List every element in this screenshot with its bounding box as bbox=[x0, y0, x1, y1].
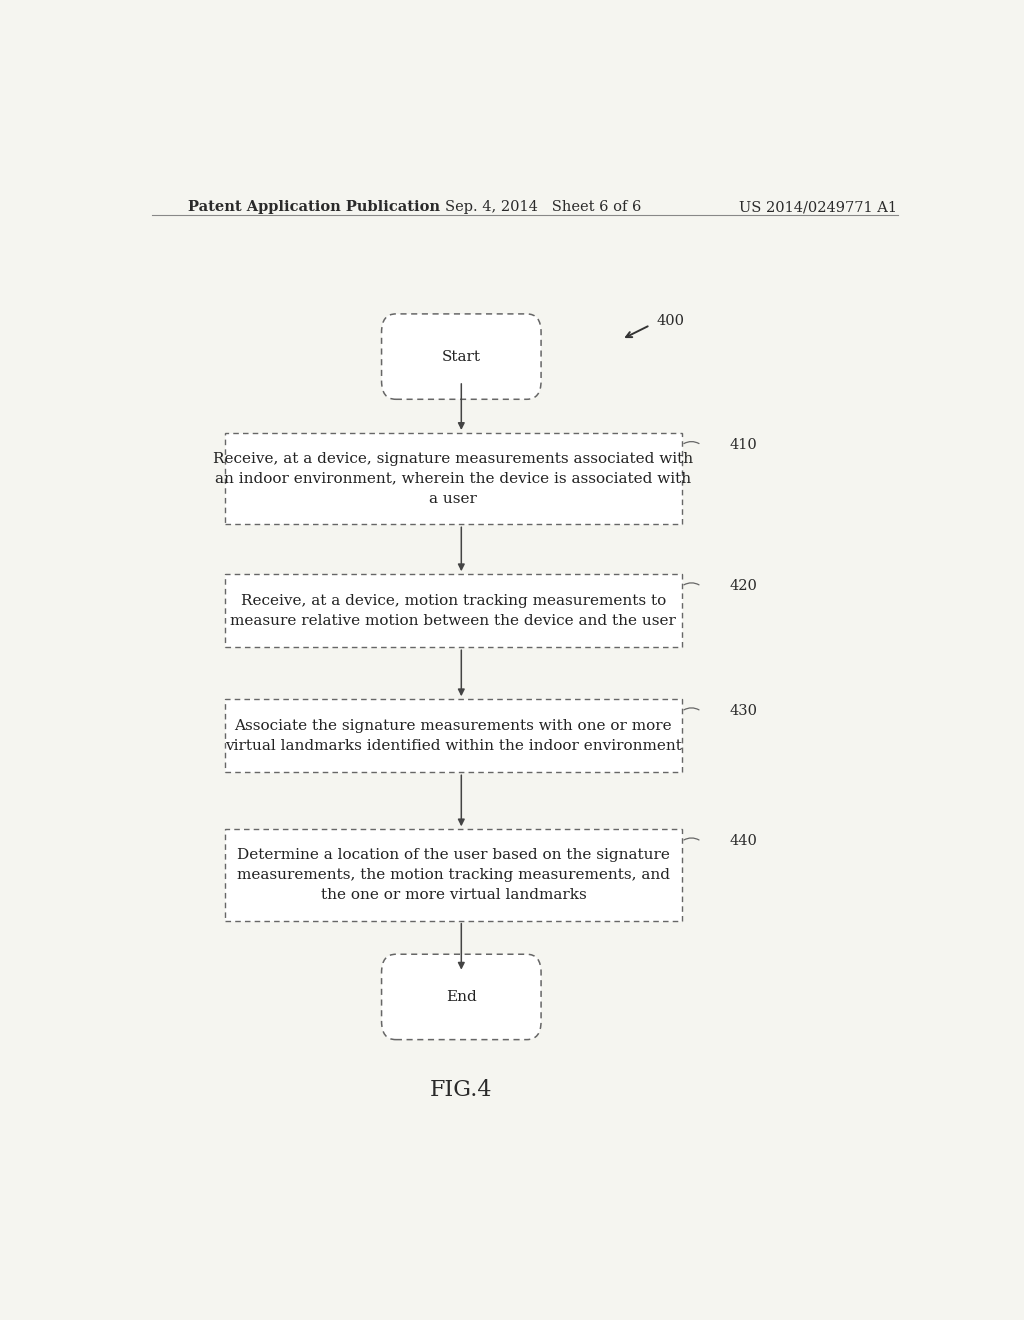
Bar bbox=[225, 574, 682, 647]
Text: 420: 420 bbox=[729, 579, 757, 593]
Text: Receive, at a device, signature measurements associated with
an indoor environme: Receive, at a device, signature measurem… bbox=[213, 451, 693, 506]
Text: Start: Start bbox=[441, 350, 481, 363]
Text: US 2014/0249771 A1: US 2014/0249771 A1 bbox=[739, 201, 897, 214]
Text: 400: 400 bbox=[656, 314, 684, 329]
Text: FIG.4: FIG.4 bbox=[430, 1080, 493, 1101]
Bar bbox=[225, 433, 682, 524]
FancyBboxPatch shape bbox=[382, 954, 541, 1040]
Text: 430: 430 bbox=[729, 705, 757, 718]
FancyBboxPatch shape bbox=[382, 314, 541, 399]
Text: Patent Application Publication: Patent Application Publication bbox=[187, 201, 439, 214]
Text: Determine a location of the user based on the signature
measurements, the motion: Determine a location of the user based o… bbox=[237, 847, 670, 902]
Bar bbox=[225, 700, 682, 772]
Text: Receive, at a device, motion tracking measurements to
measure relative motion be: Receive, at a device, motion tracking me… bbox=[230, 594, 676, 628]
Text: Sep. 4, 2014   Sheet 6 of 6: Sep. 4, 2014 Sheet 6 of 6 bbox=[445, 201, 642, 214]
Text: Associate the signature measurements with one or more
virtual landmarks identifi: Associate the signature measurements wit… bbox=[225, 718, 682, 752]
Text: 440: 440 bbox=[729, 834, 757, 849]
Text: 410: 410 bbox=[729, 438, 757, 451]
Text: End: End bbox=[445, 990, 477, 1005]
Bar bbox=[225, 829, 682, 921]
